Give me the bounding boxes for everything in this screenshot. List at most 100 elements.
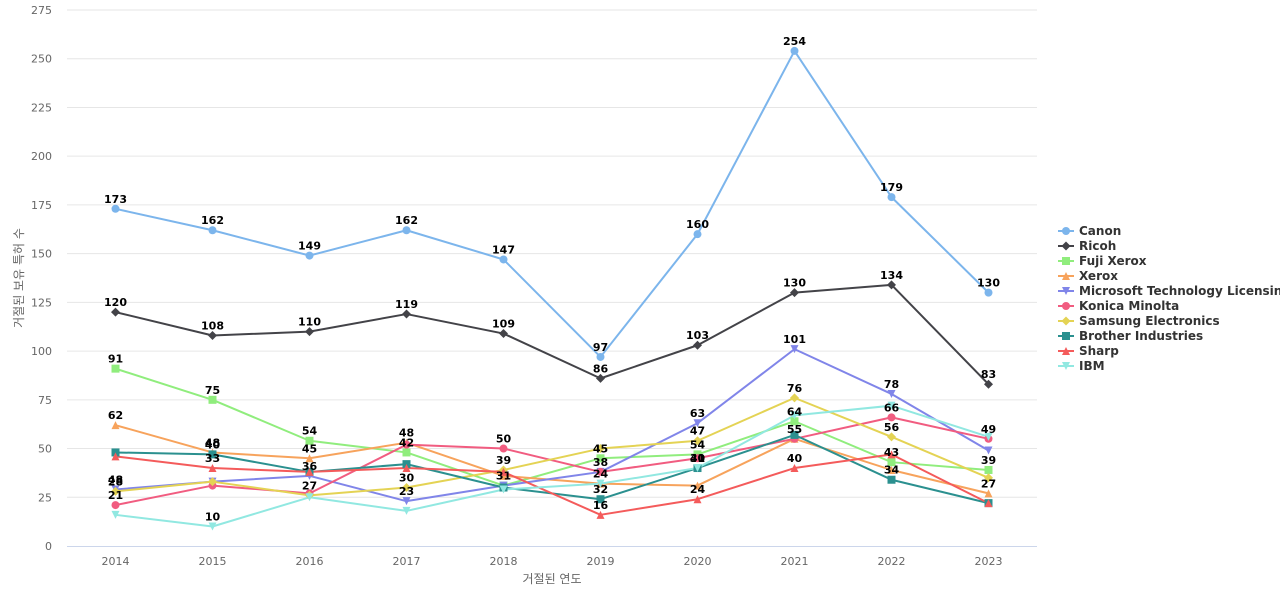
data-point bbox=[790, 393, 799, 403]
legend-item[interactable]: Samsung Electronics bbox=[1058, 314, 1220, 328]
data-label: 54 bbox=[302, 425, 318, 438]
legend-item[interactable]: Brother Industries bbox=[1058, 329, 1203, 343]
data-point bbox=[499, 444, 508, 453]
data-point bbox=[887, 280, 896, 290]
data-point bbox=[208, 226, 217, 235]
x-tick-label: 2020 bbox=[684, 555, 712, 568]
x-axis-ticks: 2014 2015 2016 2017 2018 2019 2020 2021 2022 2023 bbox=[102, 555, 1003, 568]
data-point bbox=[111, 364, 120, 373]
data-point bbox=[790, 417, 799, 426]
series-markers bbox=[111, 46, 993, 531]
y-tick-label: 50 bbox=[38, 443, 52, 456]
data-point bbox=[208, 464, 217, 473]
series-line bbox=[115, 453, 989, 516]
data-point bbox=[111, 452, 120, 461]
data-label: 130 bbox=[783, 277, 806, 290]
legend-item[interactable]: Fuji Xerox bbox=[1058, 254, 1147, 268]
legend-label: Canon bbox=[1079, 224, 1121, 238]
data-label: 83 bbox=[981, 368, 996, 381]
legend-item[interactable]: Microsoft Technology Licensing bbox=[1058, 284, 1280, 298]
x-axis-title: 거절된 연도 bbox=[522, 572, 581, 586]
data-point bbox=[693, 230, 702, 239]
legend-label: Microsoft Technology Licensing bbox=[1079, 284, 1280, 298]
legend-marker bbox=[1062, 227, 1070, 235]
data-point bbox=[208, 477, 217, 487]
data-label: 32 bbox=[593, 483, 608, 496]
data-label: 24 bbox=[690, 483, 706, 496]
data-label: 33 bbox=[205, 452, 220, 465]
data-point bbox=[887, 413, 896, 422]
legend-item[interactable]: Sharp bbox=[1058, 344, 1119, 358]
data-point bbox=[693, 464, 702, 473]
data-label: 173 bbox=[104, 193, 127, 206]
data-point bbox=[111, 421, 120, 430]
data-label: 23 bbox=[399, 485, 414, 498]
legend-item[interactable]: Konica Minolta bbox=[1058, 299, 1179, 313]
data-label: 43 bbox=[884, 446, 899, 459]
y-axis-ticks: 0 25 50 75 100 125 150 175 200 225 250 275 bbox=[31, 4, 52, 553]
data-point bbox=[984, 379, 993, 389]
data-label: 76 bbox=[787, 382, 803, 395]
x-tick-label: 2021 bbox=[781, 555, 809, 568]
data-point bbox=[402, 448, 411, 457]
data-label: 42 bbox=[399, 436, 414, 449]
legend-item[interactable]: Ricoh bbox=[1058, 239, 1116, 253]
series-lines bbox=[115, 49, 990, 528]
legend-label: Samsung Electronics bbox=[1079, 314, 1220, 328]
data-label: 27 bbox=[981, 477, 996, 490]
data-label: 147 bbox=[492, 243, 515, 256]
data-point bbox=[305, 251, 314, 260]
legend-label: Fuji Xerox bbox=[1079, 254, 1147, 268]
data-point bbox=[402, 506, 411, 515]
data-label: 64 bbox=[787, 405, 803, 418]
data-label: 101 bbox=[783, 333, 806, 346]
series-line bbox=[115, 396, 989, 497]
data-label: 86 bbox=[593, 362, 609, 375]
legend-marker bbox=[1062, 302, 1070, 310]
data-point bbox=[208, 450, 217, 459]
x-tick-label: 2022 bbox=[878, 555, 906, 568]
data-label: 48 bbox=[205, 436, 220, 449]
x-tick-label: 2017 bbox=[393, 555, 421, 568]
x-tick-label: 2023 bbox=[975, 555, 1003, 568]
data-point bbox=[693, 436, 702, 446]
data-point bbox=[790, 345, 799, 354]
data-point bbox=[887, 401, 896, 410]
data-point bbox=[111, 307, 120, 317]
data-point bbox=[596, 467, 605, 476]
data-point bbox=[111, 204, 120, 213]
series-line bbox=[115, 283, 990, 385]
data-point bbox=[596, 373, 605, 383]
data-point bbox=[790, 411, 799, 420]
data-point bbox=[305, 436, 314, 445]
data-point bbox=[402, 440, 411, 449]
data-point bbox=[208, 522, 217, 531]
data-point bbox=[596, 510, 605, 519]
legend-item[interactable]: IBM bbox=[1058, 359, 1105, 373]
data-label: 34 bbox=[884, 464, 900, 477]
data-label: 134 bbox=[880, 269, 903, 282]
legend-marker bbox=[1062, 287, 1070, 295]
data-label: 40 bbox=[787, 452, 803, 465]
data-label: 54 bbox=[690, 438, 706, 451]
data-label: 31 bbox=[690, 452, 705, 465]
data-point bbox=[305, 493, 314, 502]
data-point bbox=[693, 481, 702, 490]
data-label: 47 bbox=[690, 425, 705, 438]
data-point bbox=[790, 430, 799, 439]
data-label: 110 bbox=[298, 316, 321, 329]
data-point bbox=[596, 495, 605, 504]
y-tick-label: 175 bbox=[31, 199, 52, 212]
data-label: 62 bbox=[108, 409, 123, 422]
series-line bbox=[115, 367, 989, 487]
data-point bbox=[984, 499, 993, 508]
data-label: 28 bbox=[108, 475, 123, 488]
data-point bbox=[596, 444, 605, 454]
data-point bbox=[887, 458, 896, 467]
legend-item[interactable]: Canon bbox=[1058, 224, 1121, 238]
data-label: 27 bbox=[302, 479, 317, 492]
data-point bbox=[887, 450, 896, 459]
legend-item[interactable]: Xerox bbox=[1058, 269, 1118, 283]
